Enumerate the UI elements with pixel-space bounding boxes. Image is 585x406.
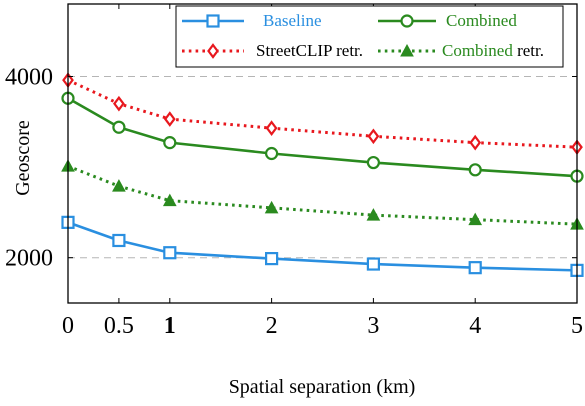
- series-2-line: [67, 78, 578, 149]
- series-0-point-4: [366, 257, 380, 271]
- xtick-label-2: 1: [164, 313, 176, 339]
- series-0-point-2: [163, 246, 177, 260]
- series-0-point-1: [112, 233, 126, 248]
- series-1-point-3: [265, 146, 279, 161]
- x-axis-label: Spatial separation (km): [229, 376, 416, 398]
- series-0: [61, 215, 584, 277]
- series-0-line: [67, 221, 578, 272]
- series-1-point-1: [112, 120, 126, 134]
- tick-labels: 2000 4000 0 0.5 1 2 3 4 5: [5, 64, 583, 339]
- series-1-point-4: [366, 155, 380, 170]
- legend: Baseline Combined StreetCLIP retr. Combined…: [175, 5, 564, 68]
- legend-label-1: Combined: [446, 11, 517, 30]
- series-3-point-4: [366, 208, 381, 221]
- series-0-point-3: [265, 252, 279, 266]
- series-3-point-5: [468, 212, 483, 226]
- legend-marker-3: [400, 43, 414, 57]
- ytick-label-0: 2000: [5, 246, 53, 272]
- xtick-label-4: 3: [367, 313, 379, 339]
- xtick-label-1: 0.5: [104, 313, 134, 339]
- series-2-point-1: [113, 95, 125, 112]
- legend-label-0: Baseline: [263, 11, 322, 30]
- series-1: [61, 91, 584, 183]
- series-2: [62, 72, 583, 155]
- series-3-point-3: [264, 200, 279, 214]
- legend-marker-0: [206, 14, 220, 28]
- xtick-label-3: 2: [266, 313, 278, 339]
- series-1-point-2: [163, 136, 177, 150]
- legend-entry-0: Baseline: [182, 11, 322, 30]
- ytick-label-1: 4000: [5, 64, 53, 90]
- series-2-point-3: [265, 120, 278, 136]
- legend-marker-1: [400, 14, 414, 28]
- series-3-line: [67, 164, 578, 226]
- xtick-label-0: 0: [62, 313, 74, 339]
- legend-label-3: Combined retr.: [442, 41, 544, 60]
- legend-marker-2: [207, 43, 219, 59]
- grid-lines: [68, 75, 577, 259]
- series-3-point-1: [112, 179, 126, 192]
- xtick-label-5: 4: [469, 313, 481, 339]
- legend-box: [175, 5, 564, 68]
- plot-frame: [67, 3, 578, 304]
- series-0-point-5: [468, 261, 482, 275]
- series-2-point-4: [367, 128, 380, 145]
- legend-entry-2: StreetCLIP retr.: [182, 41, 363, 60]
- series-2-point-5: [469, 134, 482, 151]
- y-axis-label: Geoscore: [12, 120, 34, 196]
- legend-entry-3: Combined retr.: [378, 41, 544, 60]
- xtick-label-6: 5: [571, 313, 583, 339]
- series-group: [61, 72, 584, 277]
- series-1-point-5: [468, 163, 482, 177]
- legend-entry-1: Combined: [378, 11, 517, 30]
- series-2-point-2: [163, 111, 176, 127]
- legend-label-2: StreetCLIP retr.: [256, 41, 363, 60]
- series-3-point-2: [162, 193, 177, 207]
